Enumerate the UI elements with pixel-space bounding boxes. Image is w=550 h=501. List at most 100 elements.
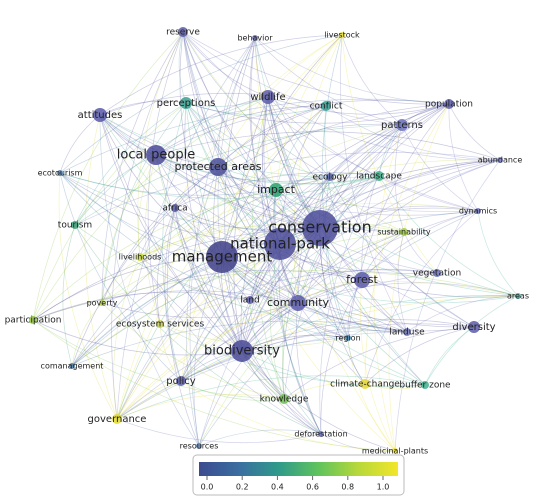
node xyxy=(99,300,105,306)
edge xyxy=(283,326,475,400)
edge xyxy=(250,37,299,304)
edge xyxy=(233,96,269,352)
edge xyxy=(477,210,519,297)
edge xyxy=(162,102,187,382)
edge xyxy=(144,154,161,325)
edge xyxy=(182,31,321,229)
node xyxy=(269,183,283,197)
edge xyxy=(254,37,331,178)
node-label: areas xyxy=(507,292,529,301)
edge xyxy=(364,383,426,390)
node-label: livestock xyxy=(324,31,360,40)
edge xyxy=(217,37,256,168)
node-label: impact xyxy=(257,183,296,196)
node xyxy=(246,296,254,304)
edge xyxy=(272,189,322,435)
edge xyxy=(424,326,475,386)
edge xyxy=(297,302,475,332)
edge xyxy=(329,124,403,178)
node-label: buffer zone xyxy=(399,381,451,391)
edge xyxy=(137,31,184,258)
node xyxy=(206,241,238,273)
node xyxy=(209,158,227,176)
edge xyxy=(448,103,501,161)
edge xyxy=(59,98,450,174)
edge xyxy=(217,105,327,168)
edge xyxy=(71,166,219,367)
nodes xyxy=(29,27,521,454)
edge xyxy=(155,154,405,233)
node xyxy=(421,381,429,389)
edge xyxy=(254,37,403,126)
edge xyxy=(59,172,223,258)
edge xyxy=(275,34,343,191)
node-label: national-park xyxy=(230,235,330,253)
node xyxy=(302,210,338,246)
edge xyxy=(241,334,349,352)
scale-tick-label: 0.4 xyxy=(271,483,284,492)
edge xyxy=(59,34,343,174)
node xyxy=(444,99,454,109)
edge xyxy=(101,124,403,304)
edge xyxy=(241,210,479,352)
node xyxy=(400,228,408,236)
node-label: forest xyxy=(346,273,378,286)
edge xyxy=(159,281,519,325)
edge xyxy=(139,224,321,258)
edge xyxy=(267,96,450,115)
edge xyxy=(329,103,450,178)
edge xyxy=(99,114,321,229)
edge xyxy=(241,350,322,435)
edge xyxy=(340,34,408,333)
edge xyxy=(156,207,176,325)
node xyxy=(290,295,306,311)
edge xyxy=(185,96,269,107)
edge xyxy=(221,256,349,339)
edge xyxy=(101,102,187,304)
edge xyxy=(361,210,479,281)
edge xyxy=(101,256,141,304)
edge xyxy=(388,103,450,452)
edge xyxy=(249,299,285,400)
edge xyxy=(341,34,403,126)
node-label: perceptions xyxy=(157,98,216,109)
edge xyxy=(32,256,223,321)
edge xyxy=(99,114,223,258)
edge xyxy=(254,37,450,105)
node-label: attitudes xyxy=(78,110,123,121)
node xyxy=(497,157,503,163)
edge xyxy=(32,290,299,321)
node xyxy=(176,376,186,386)
edge xyxy=(159,323,426,387)
node-label: knowledge xyxy=(260,395,309,405)
edge xyxy=(174,105,327,209)
edge xyxy=(319,103,450,229)
edge xyxy=(116,105,327,420)
edge xyxy=(116,243,281,420)
edge xyxy=(139,222,405,258)
node-label: participation xyxy=(5,316,62,326)
edge xyxy=(275,105,327,191)
edge xyxy=(241,350,396,452)
edge xyxy=(320,279,363,435)
node xyxy=(515,293,521,299)
node-label: conflict xyxy=(310,102,343,112)
node-label: resources xyxy=(180,442,219,451)
node xyxy=(57,170,63,176)
edge xyxy=(185,102,349,339)
edge xyxy=(182,31,331,178)
edge xyxy=(111,31,184,420)
edge xyxy=(32,96,269,321)
edge xyxy=(184,102,243,352)
node xyxy=(326,173,334,181)
node xyxy=(171,204,179,212)
edge xyxy=(321,34,349,339)
edge xyxy=(297,159,501,304)
edge xyxy=(241,175,380,352)
edge xyxy=(155,131,501,161)
edge xyxy=(116,189,277,420)
edge xyxy=(198,210,479,447)
edge xyxy=(139,256,243,352)
node-label: governance xyxy=(88,414,147,425)
node xyxy=(339,32,345,38)
